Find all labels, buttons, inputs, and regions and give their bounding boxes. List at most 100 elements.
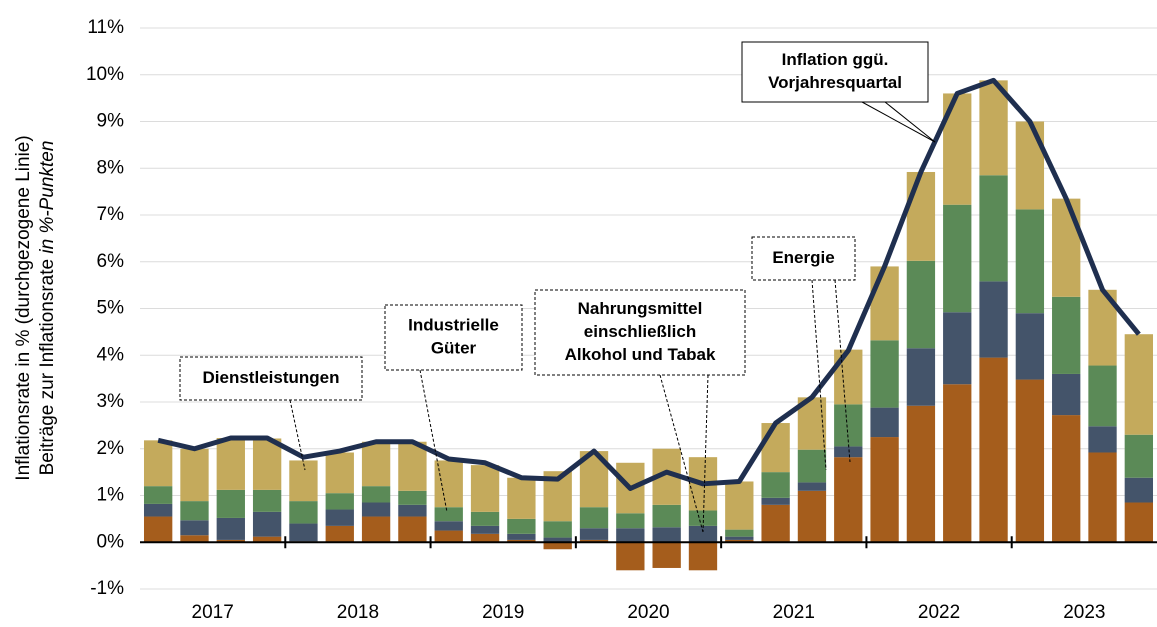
y-tick-label: 4% <box>97 344 125 365</box>
callout-box <box>534 289 746 376</box>
bar-segment <box>434 530 463 543</box>
bar-segment <box>361 486 391 503</box>
callout-pointer <box>659 374 704 533</box>
bar-segment <box>979 281 1008 358</box>
callout-pointer <box>861 101 936 143</box>
bar-segment <box>361 502 391 517</box>
bar-segment <box>543 537 572 543</box>
bar-segment <box>434 507 463 522</box>
bar-segment <box>289 460 318 502</box>
bar-segment <box>1124 434 1154 478</box>
bar-segment <box>252 489 282 512</box>
bar-segment <box>870 266 899 341</box>
bar-segment <box>180 520 209 536</box>
bar-segment <box>507 539 536 543</box>
bar-segment <box>725 529 754 537</box>
bar-segment <box>252 438 282 490</box>
callout-box <box>751 236 856 281</box>
bar-segment <box>398 490 427 505</box>
callout-label: Inflation ggü. <box>782 50 889 69</box>
bar-segment <box>398 516 427 543</box>
bar-segment <box>1015 313 1045 380</box>
bar-segment <box>143 516 173 543</box>
bar-segment <box>1052 415 1081 543</box>
bar-segment <box>1052 373 1081 416</box>
x-tick-label: 2021 <box>773 602 815 623</box>
x-tick-label: 2023 <box>1063 602 1105 623</box>
bar-segment <box>943 384 972 543</box>
bar-segment <box>797 449 827 483</box>
y-tick-label: 2% <box>97 438 125 459</box>
bar-segment <box>470 465 500 512</box>
bar-segment <box>834 349 863 405</box>
y-tick-label: 8% <box>97 157 125 178</box>
callout-label: Energie <box>772 248 834 267</box>
callout-label: Güter <box>431 338 477 357</box>
bar-segment <box>289 501 318 524</box>
bar-segment <box>1088 365 1117 427</box>
x-tick-label: 2020 <box>627 602 669 623</box>
bar-segment <box>470 533 500 543</box>
bar-segment <box>325 525 354 543</box>
y-tick-label: 11% <box>87 17 124 38</box>
bar-segment <box>616 513 645 529</box>
bar-segment <box>398 504 427 517</box>
bar-segment <box>1052 296 1081 374</box>
callout-pointer <box>811 279 827 471</box>
x-tick-label: 2019 <box>482 602 524 623</box>
bar-segment <box>543 521 572 538</box>
bar-segment <box>834 404 863 447</box>
y-axis-title-italic: in %-Punkten <box>37 141 58 254</box>
bar-segment <box>252 536 282 543</box>
bar-segment <box>979 175 1008 282</box>
bar-segment <box>761 504 790 543</box>
bar-segment <box>579 507 609 529</box>
bar-segment <box>943 204 972 313</box>
bar-segment <box>761 472 790 498</box>
bar-segment <box>579 528 609 540</box>
bar-segment <box>688 510 718 526</box>
bar-segment <box>325 452 354 494</box>
bar-segment <box>725 539 754 543</box>
y-axis-title-line: Beiträge zur Inflationsrate <box>37 259 58 476</box>
x-tick-label: 2017 <box>192 602 234 623</box>
bar-segment <box>1124 502 1154 543</box>
bar-segment <box>870 340 899 408</box>
callout-pointer <box>289 399 306 471</box>
bar-segment <box>180 535 209 543</box>
bar-segment <box>979 357 1008 543</box>
bar-segment <box>1015 209 1045 314</box>
callout-label: Industrielle <box>408 315 499 334</box>
y-tick-label: 10% <box>86 64 124 85</box>
bar-segment <box>725 481 754 530</box>
bar-segment <box>652 504 681 528</box>
callout-label: Vorjahresquartal <box>768 73 902 92</box>
bar-segment <box>470 525 500 534</box>
callout-pointer <box>834 279 851 463</box>
bar-segment <box>906 348 936 406</box>
bar-segment <box>1124 334 1154 435</box>
bar-segment <box>761 423 790 473</box>
inflation-line <box>157 77 1141 491</box>
bar-segment <box>216 489 245 518</box>
bar-segment <box>507 518 536 534</box>
y-tick-label: 3% <box>97 391 125 412</box>
bar-segment <box>797 482 827 491</box>
bar-segment <box>906 171 936 261</box>
y-tick-label: 5% <box>97 298 125 319</box>
bar-segment <box>434 460 463 508</box>
bar-segment <box>906 405 936 543</box>
y-axis-title: Inflationsrate in % (durchgezogene Linie… <box>13 135 34 480</box>
y-tick-label: 7% <box>97 204 125 225</box>
bar-segment <box>761 497 790 505</box>
bar-segment <box>579 539 609 543</box>
bar-segment <box>325 493 354 510</box>
bar-segment <box>216 539 245 543</box>
bar-segment <box>252 511 282 537</box>
bar-segment <box>143 486 173 504</box>
callout-label: Alkohol und Tabak <box>565 345 716 364</box>
bar-segment <box>216 437 245 490</box>
bar-segment <box>834 446 863 458</box>
bar-segment <box>143 503 173 517</box>
bar-segment <box>143 440 173 487</box>
